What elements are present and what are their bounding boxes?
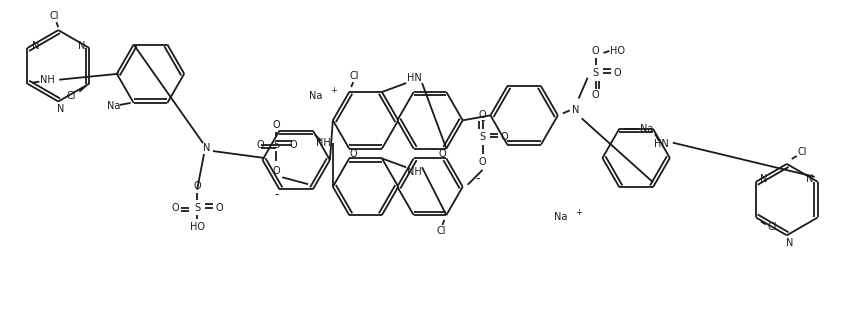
Text: S: S bbox=[593, 68, 599, 78]
Text: Na: Na bbox=[310, 90, 322, 100]
Text: N: N bbox=[786, 238, 794, 248]
Text: O: O bbox=[479, 111, 487, 120]
Text: O: O bbox=[194, 181, 201, 191]
Text: Cl: Cl bbox=[767, 222, 777, 232]
Text: +: + bbox=[575, 208, 582, 217]
Text: S: S bbox=[194, 203, 200, 213]
Text: HN: HN bbox=[654, 139, 668, 149]
Text: N: N bbox=[32, 41, 39, 51]
Text: Na: Na bbox=[641, 124, 654, 134]
Text: Cl: Cl bbox=[66, 90, 77, 100]
Text: +: + bbox=[330, 86, 337, 95]
Text: S: S bbox=[480, 132, 486, 142]
Text: -: - bbox=[480, 114, 485, 127]
Text: NH: NH bbox=[40, 75, 55, 85]
Text: O: O bbox=[256, 139, 264, 149]
Text: Cl: Cl bbox=[50, 11, 59, 21]
Text: N: N bbox=[760, 174, 767, 184]
Text: -: - bbox=[476, 172, 480, 185]
Text: HO: HO bbox=[610, 46, 625, 56]
Text: S: S bbox=[273, 139, 280, 149]
Text: N: N bbox=[57, 105, 64, 114]
Text: Na: Na bbox=[554, 213, 568, 222]
Text: O: O bbox=[613, 68, 621, 78]
Text: Cl: Cl bbox=[349, 71, 359, 81]
Text: N: N bbox=[572, 106, 580, 116]
Text: Cl: Cl bbox=[798, 147, 808, 157]
Text: O: O bbox=[479, 157, 487, 167]
Text: O: O bbox=[171, 203, 179, 213]
Text: O: O bbox=[273, 166, 280, 176]
Text: N: N bbox=[203, 143, 211, 153]
Text: O: O bbox=[501, 132, 508, 142]
Text: N: N bbox=[806, 174, 814, 184]
Text: HN: HN bbox=[407, 73, 421, 83]
Text: Cl: Cl bbox=[437, 226, 446, 236]
Text: N: N bbox=[77, 41, 85, 51]
Text: HO: HO bbox=[189, 222, 205, 232]
Text: NH: NH bbox=[407, 167, 421, 177]
Text: Na: Na bbox=[108, 101, 120, 111]
Text: O: O bbox=[592, 89, 599, 100]
Text: O: O bbox=[350, 149, 358, 159]
Text: O: O bbox=[290, 139, 297, 149]
Text: O: O bbox=[273, 120, 280, 130]
Text: -: - bbox=[274, 187, 279, 201]
Text: O: O bbox=[592, 46, 599, 56]
Text: NH: NH bbox=[316, 138, 330, 148]
Text: O: O bbox=[215, 203, 223, 213]
Text: O: O bbox=[438, 149, 445, 159]
